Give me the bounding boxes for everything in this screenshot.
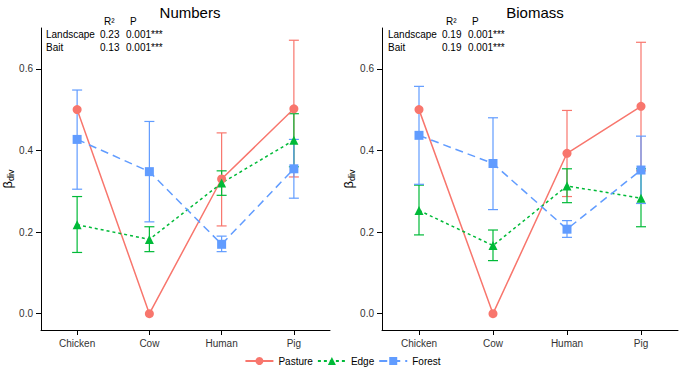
svg-text:P: P xyxy=(472,16,479,27)
svg-text:P: P xyxy=(130,16,137,27)
svg-text:Cow: Cow xyxy=(139,338,160,349)
svg-text:0.13: 0.13 xyxy=(100,42,120,53)
svg-text:div: div xyxy=(6,169,16,181)
svg-text:R²: R² xyxy=(104,16,115,27)
svg-text:β: β xyxy=(341,181,356,188)
svg-text:0.001***: 0.001*** xyxy=(468,42,505,53)
svg-text:Landscape: Landscape xyxy=(388,29,437,40)
svg-text:0.6: 0.6 xyxy=(360,63,374,74)
svg-text:Pig: Pig xyxy=(287,338,301,349)
svg-text:0.2: 0.2 xyxy=(19,227,33,238)
svg-text:R²: R² xyxy=(446,16,457,27)
svg-text:Bait: Bait xyxy=(46,42,63,53)
svg-text:Edge: Edge xyxy=(351,356,375,367)
svg-text:0.2: 0.2 xyxy=(360,227,374,238)
svg-text:0.001***: 0.001*** xyxy=(126,42,163,53)
svg-text:0.19: 0.19 xyxy=(442,42,462,53)
svg-text:Human: Human xyxy=(551,338,583,349)
svg-text:0.0: 0.0 xyxy=(360,308,374,319)
svg-text:0.0: 0.0 xyxy=(19,308,33,319)
svg-text:Landscape: Landscape xyxy=(46,29,95,40)
svg-text:0.4: 0.4 xyxy=(360,145,374,156)
svg-text:Pasture: Pasture xyxy=(278,356,313,367)
svg-text:0.19: 0.19 xyxy=(442,29,462,40)
svg-text:Pig: Pig xyxy=(634,338,648,349)
svg-text:Bait: Bait xyxy=(388,42,405,53)
svg-text:div: div xyxy=(347,169,357,181)
svg-text:0.001***: 0.001*** xyxy=(468,29,505,40)
svg-text:0.4: 0.4 xyxy=(19,145,33,156)
svg-text:Biomass: Biomass xyxy=(506,4,564,21)
svg-text:Human: Human xyxy=(206,338,238,349)
svg-text:β: β xyxy=(0,181,15,188)
svg-text:Chicken: Chicken xyxy=(59,338,95,349)
svg-text:Chicken: Chicken xyxy=(401,338,437,349)
svg-text:0.001***: 0.001*** xyxy=(126,29,163,40)
svg-text:Forest: Forest xyxy=(412,356,441,367)
svg-text:Cow: Cow xyxy=(483,338,504,349)
svg-text:Numbers: Numbers xyxy=(160,4,221,21)
svg-text:0.23: 0.23 xyxy=(100,29,120,40)
svg-text:0.6: 0.6 xyxy=(19,63,33,74)
